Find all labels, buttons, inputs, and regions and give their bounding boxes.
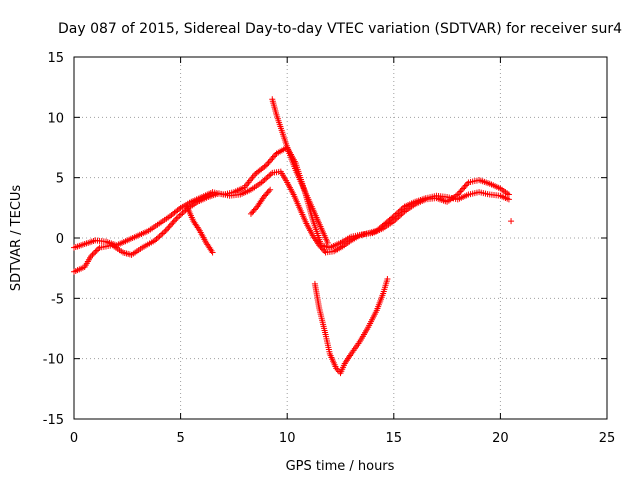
data-point-main-trace-low bbox=[95, 246, 102, 253]
data-point-outlier bbox=[508, 218, 515, 225]
data-point-main-trace-high bbox=[265, 159, 272, 166]
data-point-side-branch-b bbox=[247, 210, 254, 217]
y-tick-label: -10 bbox=[43, 353, 64, 368]
data-point-main-trace-low bbox=[168, 221, 175, 228]
grid bbox=[74, 57, 607, 419]
data-point-main-trace-low bbox=[266, 172, 273, 179]
data-point-main-trace-low bbox=[180, 208, 187, 215]
data-points bbox=[71, 96, 515, 377]
y-tick-label: 0 bbox=[56, 232, 64, 247]
data-point-main-trace-low bbox=[264, 173, 271, 180]
data-point-main-trace-low bbox=[165, 224, 172, 231]
data-point-main-trace-high bbox=[461, 184, 468, 191]
data-point-side-branch-b bbox=[265, 188, 272, 195]
x-tick-label: 20 bbox=[492, 431, 509, 446]
data-point-main-trace-high bbox=[269, 155, 276, 162]
data-point-side-branch-a bbox=[209, 249, 216, 256]
data-point-spike-branch bbox=[324, 239, 331, 246]
x-tick-label: 25 bbox=[599, 431, 616, 446]
x-axis-label: GPS time / hours bbox=[286, 459, 395, 474]
data-point-main-trace-low bbox=[161, 229, 168, 236]
data-point-side-branch-b bbox=[263, 191, 270, 198]
data-point-main-trace-low bbox=[169, 220, 176, 227]
data-point-main-trace-low bbox=[164, 226, 171, 233]
data-point-side-branch-b bbox=[260, 193, 267, 200]
x-tick-label: 15 bbox=[386, 431, 403, 446]
data-point-main-trace-high bbox=[462, 182, 469, 189]
data-point-main-trace-low bbox=[179, 210, 186, 217]
axis-ticks: 0 5 10 15 20 25 -15 -10 -5 0 5 10 15 bbox=[43, 51, 616, 446]
data-point-side-branch-b bbox=[262, 192, 269, 199]
data-point-main-trace-high bbox=[505, 191, 512, 198]
data-point-main-trace-low bbox=[173, 215, 180, 222]
data-point-main-trace-high bbox=[460, 185, 467, 192]
data-point-side-branch-b bbox=[251, 206, 258, 213]
data-point-main-trace-low bbox=[174, 214, 181, 221]
data-point-main-trace-low bbox=[92, 248, 99, 255]
data-point-main-trace-low bbox=[93, 247, 100, 254]
data-point-main-trace-low bbox=[177, 211, 184, 218]
data-point-side-branch-b bbox=[250, 207, 257, 214]
data-point-side-branch-b bbox=[249, 209, 256, 216]
data-point-main-trace-high bbox=[458, 187, 465, 194]
data-point-side-branch-b bbox=[264, 189, 271, 196]
data-point-main-trace-high bbox=[270, 153, 277, 160]
data-point-main-trace-low bbox=[89, 251, 96, 258]
y-tick-label: -5 bbox=[51, 292, 64, 307]
data-point-main-trace-low bbox=[170, 218, 177, 225]
y-tick-label: -15 bbox=[43, 413, 64, 428]
x-tick-label: 0 bbox=[70, 431, 78, 446]
y-axis-label: SDTVAR / TECUs bbox=[9, 185, 24, 292]
data-point-main-trace-low bbox=[263, 175, 270, 182]
data-point-main-trace-low bbox=[176, 212, 183, 219]
x-tick-label: 5 bbox=[176, 431, 184, 446]
data-point-main-trace-low bbox=[90, 250, 97, 257]
y-tick-label: 5 bbox=[56, 172, 64, 187]
data-point-main-trace-low bbox=[162, 227, 169, 234]
chart-title: Day 087 of 2015, Sidereal Day-to-day VTE… bbox=[58, 21, 622, 37]
data-point-main-trace-high bbox=[266, 158, 273, 165]
data-point-main-trace-low bbox=[155, 234, 162, 241]
plot-border bbox=[73, 56, 608, 420]
data-point-side-branch-b bbox=[253, 205, 260, 212]
data-point-side-branch-b bbox=[267, 186, 274, 193]
data-point-dip-branch bbox=[384, 276, 391, 283]
y-tick-label: 10 bbox=[47, 111, 64, 126]
data-point-main-trace-low bbox=[159, 230, 166, 237]
data-point-main-trace-low bbox=[88, 253, 95, 260]
y-tick-label: 15 bbox=[47, 51, 64, 66]
data-point-main-trace-high bbox=[268, 156, 275, 163]
data-point-main-trace-low bbox=[166, 223, 173, 230]
x-tick-label: 10 bbox=[279, 431, 296, 446]
data-point-main-trace-high bbox=[457, 188, 464, 195]
data-point-main-trace-low bbox=[156, 233, 163, 240]
data-point-main-trace-low bbox=[172, 217, 179, 224]
data-point-main-trace-low bbox=[158, 231, 165, 238]
data-point-main-trace-high bbox=[264, 161, 271, 168]
